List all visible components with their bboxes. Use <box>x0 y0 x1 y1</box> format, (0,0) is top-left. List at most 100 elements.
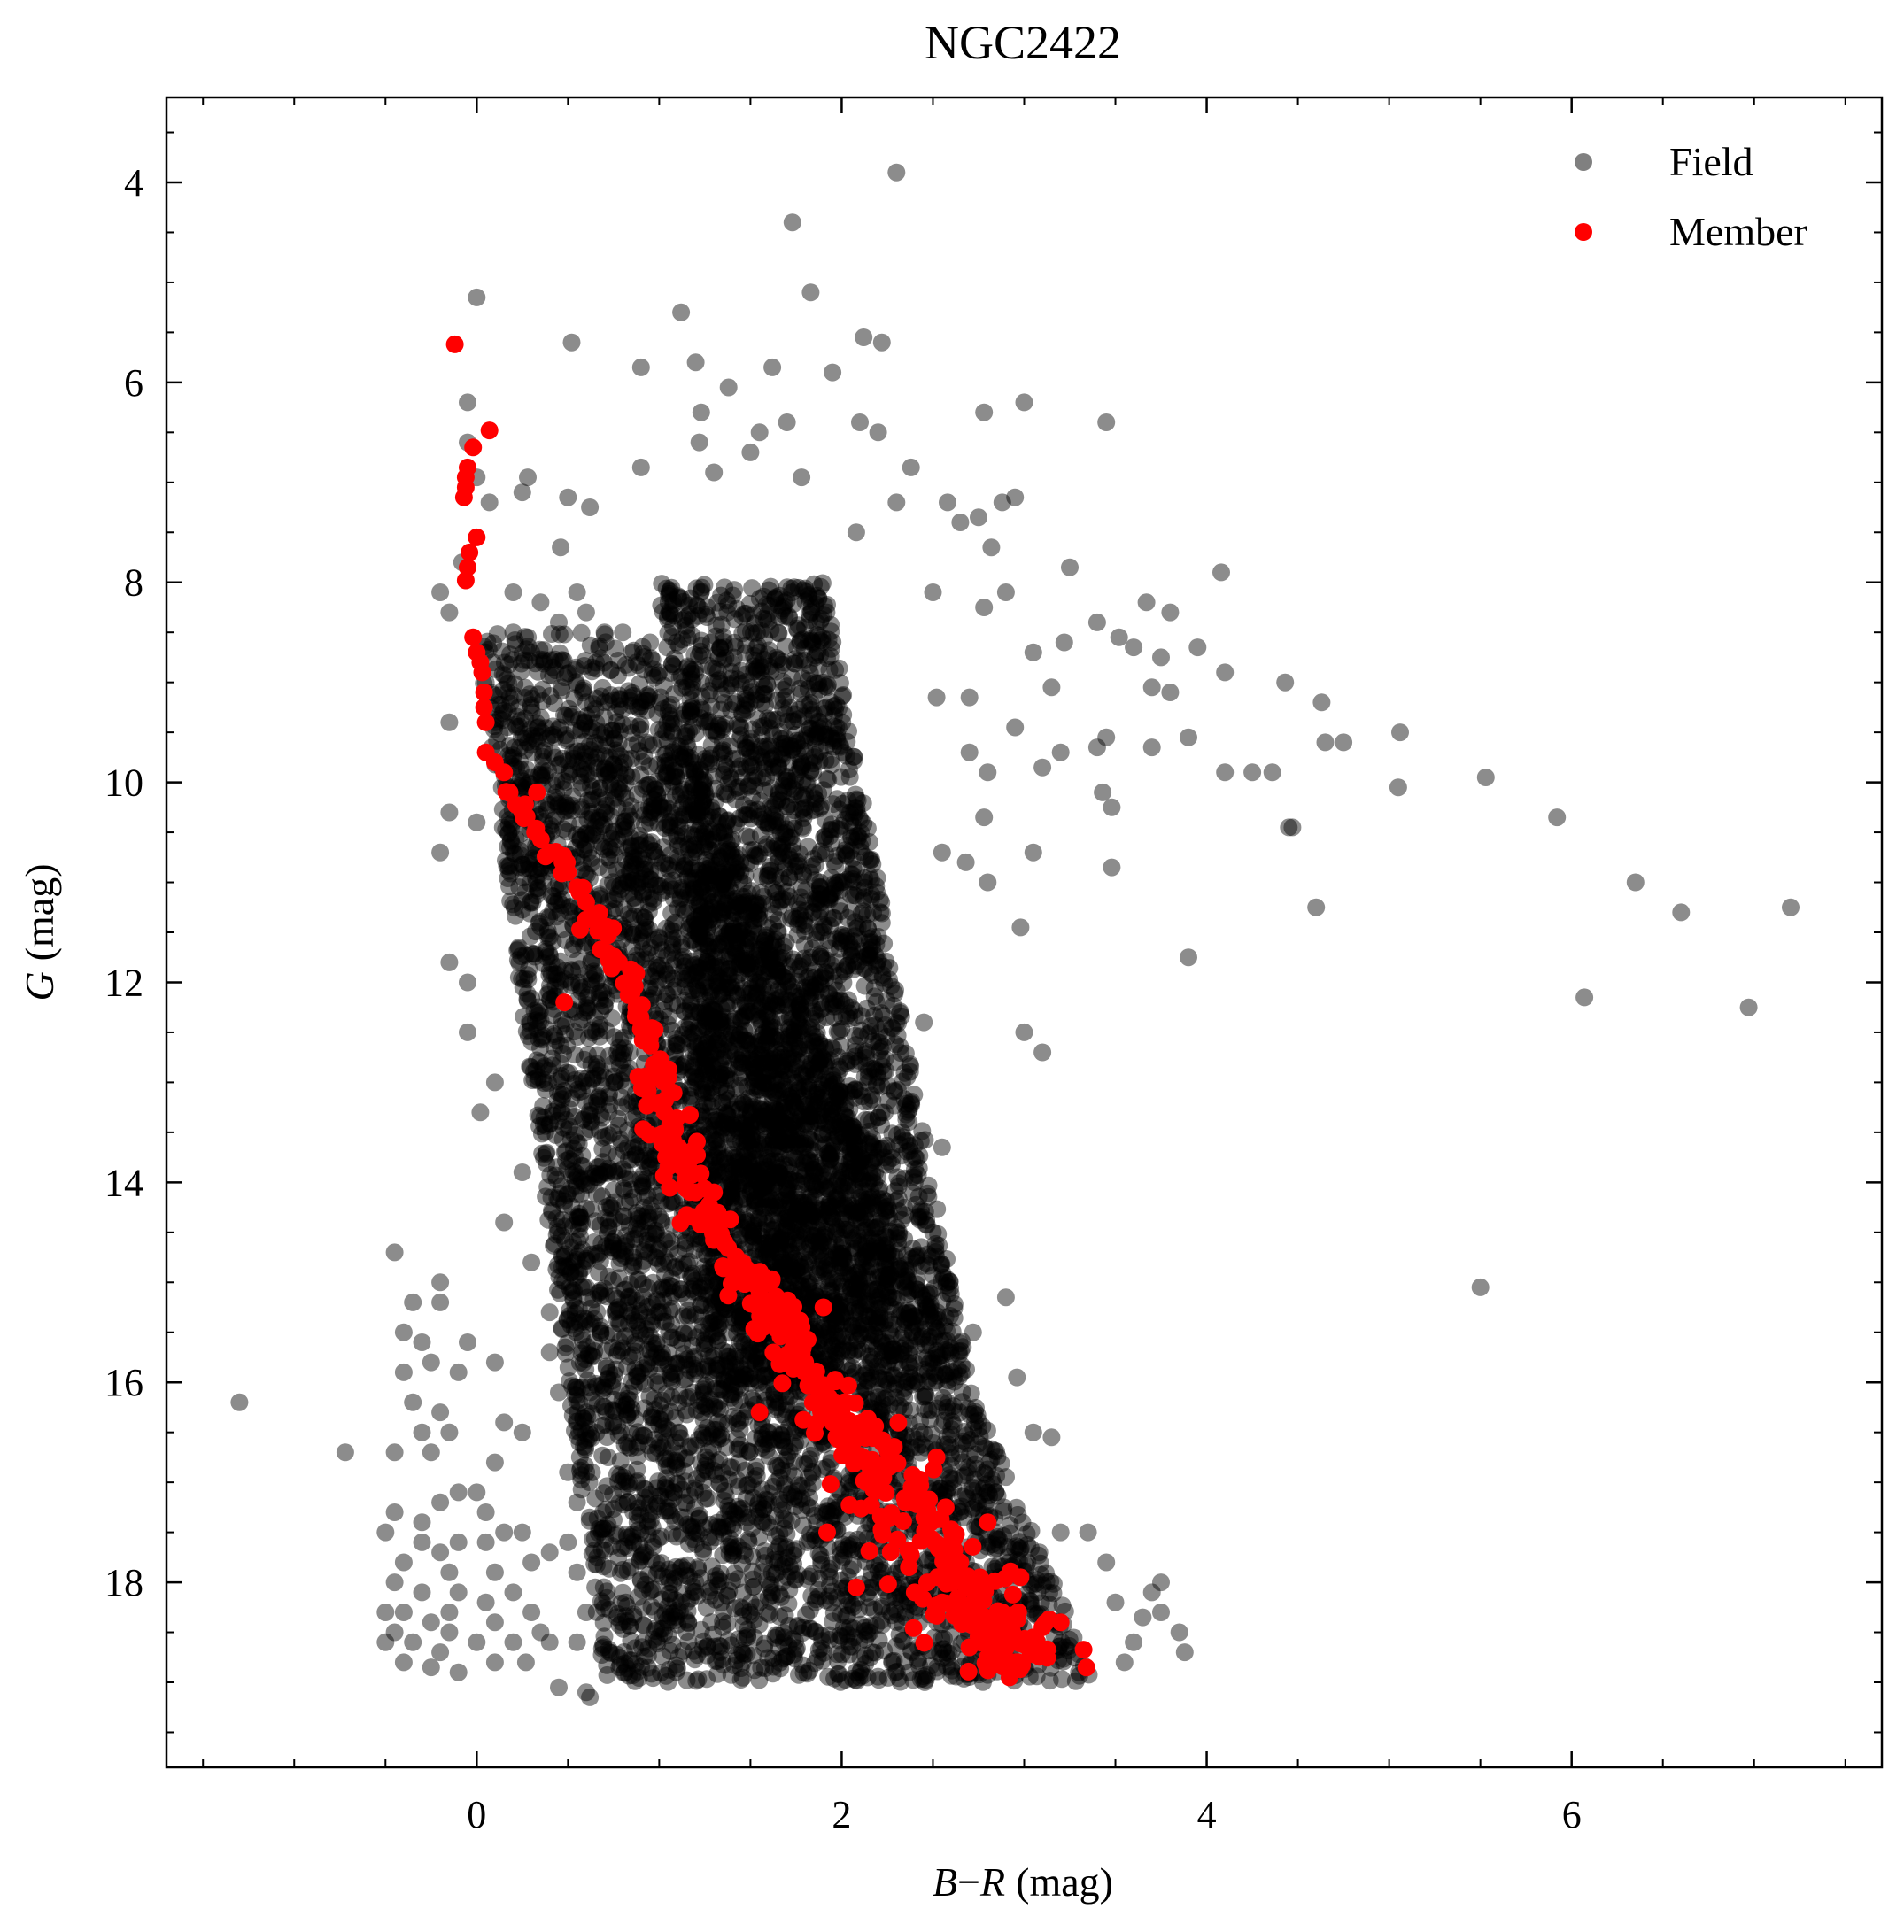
field-point <box>893 1345 911 1364</box>
field-point <box>764 1477 783 1495</box>
field-point <box>992 1454 1010 1472</box>
field-point <box>684 1356 702 1374</box>
field-point <box>836 1622 855 1641</box>
field-point <box>1054 1652 1072 1671</box>
field-point <box>631 715 650 734</box>
field-point <box>633 929 652 947</box>
field-point <box>801 1446 820 1464</box>
field-point <box>581 636 600 654</box>
field-point <box>786 1214 804 1233</box>
field-point <box>698 1646 716 1665</box>
field-point <box>584 1530 601 1549</box>
field-point <box>597 1357 615 1376</box>
field-point <box>551 755 569 773</box>
field-point <box>778 1395 795 1414</box>
field-point <box>702 1613 721 1632</box>
field-point <box>503 651 522 669</box>
field-point <box>733 1218 752 1237</box>
field-point <box>654 1255 673 1273</box>
field-point <box>744 1570 762 1588</box>
field-point <box>499 862 518 880</box>
field-point <box>1006 1540 1025 1558</box>
field-point <box>629 717 647 736</box>
field-point <box>923 1425 940 1443</box>
field-point <box>681 1517 700 1535</box>
field-point <box>522 1032 541 1051</box>
field-point <box>654 1001 673 1020</box>
field-point <box>662 722 681 740</box>
field-point <box>666 1258 685 1277</box>
field-point <box>666 1451 685 1470</box>
field-point <box>692 1620 710 1639</box>
field-point <box>780 1253 798 1271</box>
field-point <box>546 1038 563 1056</box>
field-point <box>631 1505 650 1524</box>
field-point <box>681 1086 700 1105</box>
field-point <box>753 1439 771 1457</box>
field-point <box>729 1477 747 1495</box>
field-point <box>627 1145 646 1163</box>
field-point <box>556 1338 575 1356</box>
field-point <box>651 688 669 707</box>
field-point <box>812 1234 831 1253</box>
field-point <box>614 1472 632 1491</box>
field-point <box>553 1210 571 1229</box>
field-point <box>537 942 555 961</box>
field-point <box>659 1194 677 1213</box>
field-point <box>1053 1596 1072 1615</box>
field-point <box>654 1303 672 1322</box>
field-point <box>702 996 720 1015</box>
field-point <box>860 1307 878 1325</box>
field-point <box>686 922 705 940</box>
field-point <box>762 1583 781 1602</box>
field-point <box>739 1626 757 1644</box>
field-point <box>733 1668 752 1687</box>
field-point <box>708 1035 726 1054</box>
field-point <box>538 800 556 819</box>
field-point <box>633 1207 652 1225</box>
field-point <box>695 875 714 893</box>
field-point <box>660 1007 678 1025</box>
field-point <box>612 1539 631 1557</box>
field-point <box>654 1424 672 1442</box>
field-point <box>709 1427 728 1446</box>
field-point <box>548 1072 567 1090</box>
field-point <box>697 1598 716 1617</box>
field-point <box>786 1641 805 1659</box>
field-point <box>668 929 686 947</box>
field-point <box>978 1421 996 1440</box>
field-point <box>736 1461 755 1480</box>
field-point <box>816 1259 833 1278</box>
field-point <box>610 1616 629 1634</box>
field-point <box>587 660 606 678</box>
field-point <box>696 991 715 1009</box>
field-point <box>647 1632 666 1650</box>
field-point <box>697 867 716 885</box>
field-point <box>542 954 561 973</box>
field-point <box>848 1127 865 1146</box>
field-point <box>563 1406 582 1425</box>
field-point <box>761 993 779 1011</box>
field-point <box>573 1146 592 1164</box>
field-point <box>770 979 788 998</box>
field-point <box>629 1448 646 1465</box>
field-point <box>848 1275 866 1293</box>
field-point <box>535 1109 553 1127</box>
field-point <box>618 1612 636 1630</box>
field-point <box>598 1163 616 1182</box>
field-point <box>773 1103 792 1122</box>
field-point <box>664 970 683 988</box>
field-point <box>687 1672 706 1690</box>
field-point <box>807 1247 825 1265</box>
field-point <box>843 1535 862 1554</box>
field-point <box>958 1463 977 1481</box>
field-point <box>935 1629 953 1648</box>
field-point <box>829 1327 847 1346</box>
field-point <box>848 1226 867 1245</box>
field-point <box>600 1217 618 1236</box>
field-point <box>676 750 694 769</box>
field-point <box>629 1363 647 1381</box>
field-point <box>912 1435 931 1454</box>
field-point <box>654 798 673 816</box>
field-point <box>1026 1574 1045 1593</box>
